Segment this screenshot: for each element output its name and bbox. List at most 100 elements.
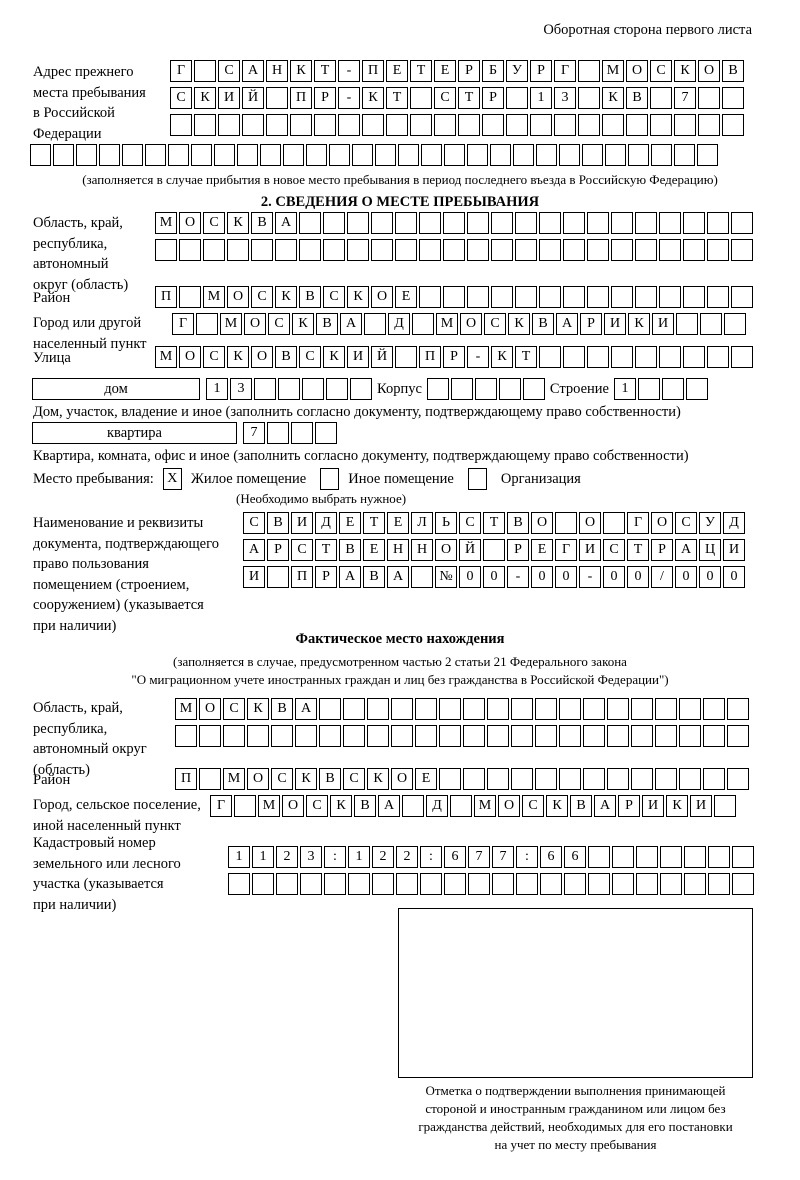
char-cell[interactable]: В	[299, 286, 321, 308]
char-cell[interactable]: К	[295, 768, 317, 790]
char-cell[interactable]: 3	[554, 87, 576, 109]
checkbox-residential[interactable]: Х	[162, 468, 182, 490]
char-cell[interactable]: С	[459, 512, 481, 534]
char-cell[interactable]: И	[723, 539, 745, 561]
stroenie-cells[interactable]: 1	[613, 378, 708, 400]
char-cell[interactable]	[474, 378, 497, 400]
char-cell[interactable]: К	[508, 313, 530, 335]
char-cell[interactable]: А	[340, 313, 362, 335]
char-cell[interactable]: С	[268, 313, 290, 335]
char-cell[interactable]	[659, 239, 681, 261]
char-cell[interactable]	[539, 212, 561, 234]
char-cell[interactable]: Д	[426, 795, 448, 817]
char-cell[interactable]	[703, 768, 725, 790]
char-cell[interactable]	[434, 114, 456, 136]
char-cell[interactable]	[419, 212, 441, 234]
char-cell[interactable]: 1	[348, 846, 370, 868]
char-cell[interactable]	[218, 114, 240, 136]
char-cell[interactable]: 1	[228, 846, 250, 868]
char-cell[interactable]	[251, 239, 273, 261]
char-cell[interactable]	[607, 698, 629, 720]
char-cell[interactable]: С	[271, 768, 293, 790]
char-cell[interactable]	[679, 768, 701, 790]
char-cell[interactable]	[491, 239, 513, 261]
char-cell[interactable]: Л	[411, 512, 433, 534]
char-cell[interactable]: Ц	[699, 539, 721, 561]
char-cell[interactable]: К	[674, 60, 696, 82]
char-cell[interactable]: С	[603, 539, 625, 561]
char-cell[interactable]	[191, 144, 212, 166]
char-cell[interactable]: /	[651, 566, 673, 588]
char-cell[interactable]	[636, 873, 658, 895]
char-cell[interactable]: М	[474, 795, 496, 817]
char-cell[interactable]	[350, 378, 372, 400]
char-cell[interactable]: О	[199, 698, 221, 720]
char-cell[interactable]	[727, 698, 749, 720]
char-cell[interactable]: К	[323, 346, 345, 368]
char-cell[interactable]	[76, 144, 97, 166]
char-cell[interactable]	[498, 378, 521, 400]
char-cell[interactable]	[276, 873, 298, 895]
char-cell[interactable]: К	[275, 286, 297, 308]
char-cell[interactable]	[53, 144, 74, 166]
char-cell[interactable]	[635, 239, 657, 261]
char-cell[interactable]	[415, 698, 437, 720]
char-cell[interactable]: Д	[388, 313, 410, 335]
char-cell[interactable]	[228, 873, 250, 895]
char-cell[interactable]	[362, 114, 384, 136]
char-cell[interactable]: П	[155, 286, 177, 308]
char-cell[interactable]	[347, 239, 369, 261]
char-cell[interactable]	[419, 286, 441, 308]
char-cell[interactable]	[194, 114, 216, 136]
char-cell[interactable]	[588, 873, 610, 895]
char-cell[interactable]	[578, 114, 600, 136]
char-cell[interactable]: 7	[468, 846, 490, 868]
char-cell[interactable]: К	[194, 87, 216, 109]
char-cell[interactable]	[421, 144, 442, 166]
char-cell[interactable]: И	[243, 566, 265, 588]
char-cell[interactable]	[635, 212, 657, 234]
char-cell[interactable]	[708, 846, 730, 868]
char-cell[interactable]	[463, 698, 485, 720]
char-cell[interactable]	[563, 239, 585, 261]
char-cell[interactable]	[395, 239, 417, 261]
char-cell[interactable]	[535, 725, 557, 747]
char-cell[interactable]: Т	[386, 87, 408, 109]
char-cell[interactable]: А	[275, 212, 297, 234]
char-cell[interactable]	[260, 144, 281, 166]
char-cell[interactable]: 0	[555, 566, 577, 588]
char-cell[interactable]	[559, 725, 581, 747]
char-cell[interactable]	[30, 144, 51, 166]
char-cell[interactable]	[659, 346, 681, 368]
char-cell[interactable]: Т	[363, 512, 385, 534]
char-cell[interactable]	[650, 114, 672, 136]
char-cell[interactable]	[175, 725, 197, 747]
char-cell[interactable]	[661, 378, 684, 400]
char-cell[interactable]	[371, 239, 393, 261]
char-cell[interactable]	[559, 144, 580, 166]
char-cell[interactable]	[242, 114, 264, 136]
char-cell[interactable]: Г	[172, 313, 194, 335]
char-cell[interactable]	[655, 698, 677, 720]
char-cell[interactable]	[679, 725, 701, 747]
char-cell[interactable]	[506, 87, 528, 109]
char-cell[interactable]: Р	[618, 795, 640, 817]
char-cell[interactable]: О	[247, 768, 269, 790]
char-cell[interactable]: Н	[387, 539, 409, 561]
char-cell[interactable]: М	[602, 60, 624, 82]
char-cell[interactable]: А	[242, 60, 264, 82]
char-cell[interactable]	[539, 286, 561, 308]
char-cell[interactable]: В	[354, 795, 376, 817]
char-cell[interactable]	[487, 768, 509, 790]
char-cell[interactable]: П	[175, 768, 197, 790]
char-cell[interactable]	[319, 698, 341, 720]
char-cell[interactable]	[515, 286, 537, 308]
char-cell[interactable]	[99, 144, 120, 166]
char-cell[interactable]	[234, 795, 256, 817]
char-cell[interactable]	[490, 144, 511, 166]
